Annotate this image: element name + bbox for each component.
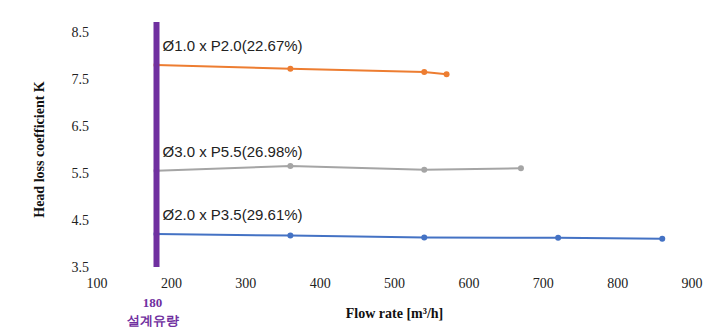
series-line [157,234,663,239]
series-line [157,166,521,171]
reference-label: 180 [143,295,163,310]
y-tick [93,173,97,174]
series-label: Ø1.0 x P2.0(22.67%) [163,37,303,54]
y-tick-label: 7.5 [72,72,90,87]
series-label: Ø3.0 x P5.5(26.98%) [163,143,303,160]
x-tick [692,267,693,271]
series-marker [421,69,427,75]
x-tick [97,267,98,271]
y-tick [93,220,97,221]
x-axis-label: Flow rate [m³/h] [346,306,444,321]
series-marker [287,233,293,239]
x-tick-label: 700 [533,276,554,291]
y-axis-label: Head loss coefficient K [32,81,47,218]
y-tick-label: 8.5 [72,25,90,40]
x-tick-label: 100 [87,276,108,291]
series-marker [444,71,450,77]
reference-text: 설계유량 [127,313,179,328]
x-tick [543,267,544,271]
y-tick [93,79,97,80]
series-marker [421,234,427,240]
series-marker [287,163,293,169]
x-tick-label: 200 [161,276,182,291]
series-marker [287,66,293,72]
series-marker [518,165,524,171]
y-tick-label: 6.5 [72,119,90,134]
chart: 3.5 4.5 5.5 6.5 7.5 8.5 100 200 300 400 500 600 700 8… [0,0,724,329]
series-marker [659,236,665,242]
x-tick [245,267,246,271]
series-marker [555,235,561,241]
y-tick-label: 3.5 [72,260,90,275]
y-tick [93,32,97,33]
series-marker [421,167,427,173]
reference-line [154,22,160,267]
x-tick [394,267,395,271]
x-tick [320,267,321,271]
x-tick-label: 300 [235,276,256,291]
y-tick-label: 5.5 [72,166,90,181]
x-tick-label: 800 [607,276,628,291]
x-tick [468,267,469,271]
series-line [157,65,447,74]
y-tick-label: 4.5 [72,213,90,228]
plot-area [154,62,666,242]
x-tick-label: 900 [682,276,703,291]
y-tick [93,126,97,127]
x-tick [171,267,172,271]
y-tick [93,267,97,268]
x-tick-label: 600 [458,276,479,291]
x-tick [617,267,618,271]
x-tick-label: 400 [310,276,331,291]
series-label: Ø2.0 x P3.5(29.61%) [163,206,303,223]
x-tick-label: 500 [384,276,405,291]
